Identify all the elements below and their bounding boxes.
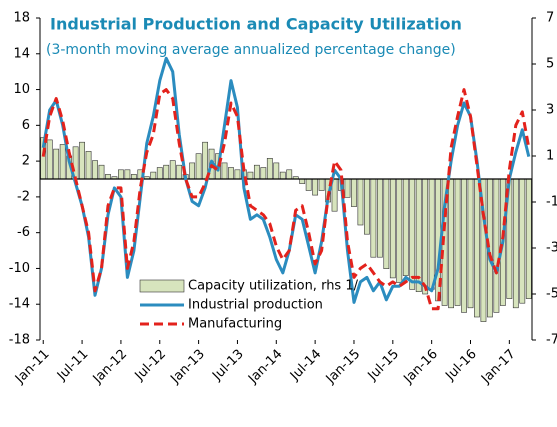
bar bbox=[260, 167, 267, 180]
y2-tick-label: -1 bbox=[546, 195, 557, 210]
bar bbox=[124, 169, 131, 180]
bar bbox=[428, 178, 435, 290]
bar bbox=[130, 174, 137, 180]
x-tick-label: Jan-14 bbox=[245, 347, 286, 388]
bar bbox=[344, 178, 351, 198]
x-tick-label: Jan-15 bbox=[323, 347, 364, 388]
bar bbox=[202, 141, 208, 180]
bar bbox=[512, 178, 519, 309]
bar bbox=[234, 169, 241, 180]
bar bbox=[176, 164, 183, 180]
bar bbox=[169, 160, 176, 180]
x-tick-label: Jul-15 bbox=[365, 347, 402, 384]
bar bbox=[163, 164, 170, 180]
bar bbox=[105, 174, 111, 180]
bar bbox=[454, 178, 461, 306]
y-tick-label: 18 bbox=[13, 11, 30, 26]
y-tick-label: -14 bbox=[9, 297, 30, 312]
bar bbox=[474, 178, 480, 318]
x-tick-label: Jul-13 bbox=[209, 347, 246, 384]
y-tick-label: 14 bbox=[13, 46, 30, 61]
y-tick-label: -10 bbox=[9, 261, 30, 276]
line bbox=[41, 88, 531, 311]
bar bbox=[46, 139, 53, 180]
bar bbox=[409, 178, 416, 290]
y-tick-label: -2 bbox=[17, 189, 30, 204]
legend-label: Manufacturing bbox=[188, 317, 282, 332]
x-tick-label: Jul-16 bbox=[442, 347, 479, 384]
bar bbox=[247, 171, 254, 180]
chart-subtitle: (3-month moving average annualized perce… bbox=[46, 42, 456, 58]
x-tick-label: Jul-14 bbox=[287, 347, 324, 384]
bar bbox=[364, 178, 370, 235]
y-tick-label: 2 bbox=[22, 154, 30, 169]
bar bbox=[370, 178, 377, 258]
bar bbox=[279, 171, 286, 180]
chart-title: Industrial Production and Capacity Utili… bbox=[50, 15, 462, 34]
bar bbox=[59, 144, 66, 180]
bar bbox=[150, 171, 157, 180]
bar bbox=[461, 178, 467, 313]
bar bbox=[228, 167, 234, 180]
bar bbox=[156, 167, 163, 180]
y-tick-label: 6 bbox=[22, 118, 30, 133]
bar bbox=[519, 178, 526, 304]
y-tick-label: -6 bbox=[17, 225, 30, 240]
bar bbox=[376, 178, 383, 258]
bar bbox=[415, 178, 422, 292]
x-tick-label: Jan-17 bbox=[478, 347, 519, 388]
y-tick-label: -18 bbox=[9, 333, 30, 348]
y-tick-label: 10 bbox=[13, 82, 30, 97]
bar bbox=[396, 178, 403, 283]
bar bbox=[493, 178, 500, 313]
bar bbox=[422, 178, 429, 295]
bar bbox=[189, 162, 196, 180]
bar bbox=[286, 169, 293, 180]
bar bbox=[312, 178, 319, 196]
legend-label: Capacity utilization, rhs 1/ bbox=[188, 279, 359, 294]
x-tick-label: Jan-11 bbox=[12, 347, 53, 388]
y2-tick-label: -3 bbox=[546, 241, 557, 256]
bar bbox=[305, 178, 312, 191]
bar bbox=[221, 162, 228, 180]
x-tick-label: Jan-16 bbox=[400, 347, 441, 388]
legend-swatch bbox=[139, 279, 185, 293]
bar bbox=[402, 178, 409, 276]
y2-tick-label: 3 bbox=[546, 103, 554, 118]
bar bbox=[318, 178, 325, 191]
bar bbox=[357, 178, 364, 226]
bar bbox=[85, 151, 92, 180]
bar bbox=[92, 160, 98, 180]
bar bbox=[79, 141, 85, 180]
bar bbox=[299, 178, 306, 184]
y2-tick-label: 1 bbox=[546, 149, 554, 164]
y2-tick-label: -7 bbox=[546, 333, 557, 348]
bar bbox=[253, 164, 260, 180]
bar bbox=[195, 153, 202, 180]
bar bbox=[448, 178, 454, 309]
x-tick-label: Jan-13 bbox=[167, 347, 208, 388]
bar bbox=[53, 148, 60, 180]
bar bbox=[383, 178, 390, 269]
bar bbox=[98, 164, 105, 180]
y2-tick-label: 5 bbox=[546, 57, 554, 72]
y2-tick-label: 7 bbox=[546, 11, 554, 26]
bar bbox=[351, 178, 357, 207]
bar bbox=[266, 158, 273, 180]
x-tick-label: Jul-12 bbox=[132, 347, 169, 384]
x-tick-label: Jan-12 bbox=[90, 347, 131, 388]
bar bbox=[118, 169, 124, 180]
y2-tick-label: -5 bbox=[546, 287, 557, 302]
bar bbox=[389, 178, 396, 279]
bar bbox=[525, 178, 532, 299]
bar bbox=[467, 178, 474, 309]
x-tick-label: Jul-11 bbox=[54, 347, 91, 384]
legend-label: Industrial production bbox=[188, 298, 323, 313]
bar bbox=[273, 162, 280, 180]
